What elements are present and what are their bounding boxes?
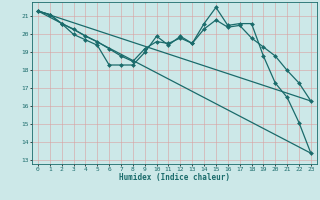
X-axis label: Humidex (Indice chaleur): Humidex (Indice chaleur) [119,173,230,182]
